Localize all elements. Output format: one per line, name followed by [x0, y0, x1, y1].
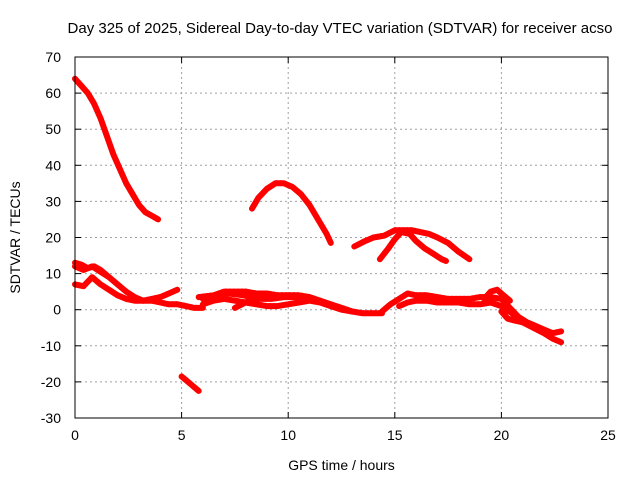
series-arc-10-marks [201, 295, 354, 311]
grid-layer [75, 57, 608, 418]
series-arc-5 [178, 373, 202, 394]
y-tick-label: 30 [45, 193, 61, 209]
y-tick-label: 70 [45, 49, 61, 65]
series-arc-1-marks [74, 75, 160, 219]
series-arc-3-marks [353, 227, 471, 259]
y-axis-title: SDTVAR / TECUs [7, 181, 23, 293]
y-tick-label: 40 [45, 157, 61, 173]
y-tick-label: -10 [41, 338, 61, 354]
series-arc-2-marks [251, 180, 332, 242]
series-arc-4-marks [378, 229, 447, 260]
series-arc-8-marks [74, 259, 108, 275]
series-arc-8 [72, 259, 110, 279]
series-arc-16-marks [500, 308, 524, 322]
series-arc-6 [72, 263, 181, 304]
series-arc-13-marks [381, 290, 563, 333]
series-arc-4 [376, 229, 449, 264]
series-arc-2 [249, 180, 334, 246]
series-arc-1 [72, 75, 162, 223]
series-arc-16 [498, 308, 526, 326]
data-layer [72, 75, 565, 394]
series-arc-10 [199, 295, 356, 315]
y-tick-label: -30 [41, 410, 61, 426]
series-arc-5-marks [180, 373, 200, 390]
x-axis-title: GPS time / hours [288, 457, 395, 473]
series-arc-15 [481, 286, 513, 304]
series-arc-12-marks [233, 292, 268, 307]
x-tick-label: 0 [71, 427, 79, 443]
series-arc-14 [396, 297, 565, 346]
y-tick-label: 10 [45, 266, 61, 282]
x-tick-label: 15 [387, 427, 403, 443]
x-tick-label: 10 [280, 427, 296, 443]
chart-title: Day 325 of 2025, Sidereal Day-to-day VTE… [68, 20, 613, 37]
series-arc-3 [351, 227, 473, 263]
series-arc-7-marks [74, 274, 204, 307]
y-tick-label: -20 [41, 374, 61, 390]
y-tick-label: 0 [53, 302, 61, 318]
series-arc-14-marks [398, 297, 563, 342]
y-tick-label: 50 [45, 121, 61, 137]
x-tick-label: 5 [178, 427, 186, 443]
series-arc-7 [72, 274, 206, 311]
x-tick-label: 25 [600, 427, 616, 443]
tick-layer: 0 5 10 15 20 25 -30 -20 -10 0 10 20 30 40 50 60 70 [41, 49, 616, 443]
series-arc-12 [231, 292, 270, 311]
series-arc-15-marks [483, 286, 511, 300]
x-tick-label: 20 [494, 427, 510, 443]
series-arc-6-marks [74, 263, 179, 300]
y-tick-label: 60 [45, 85, 61, 101]
y-tick-label: 20 [45, 230, 61, 246]
